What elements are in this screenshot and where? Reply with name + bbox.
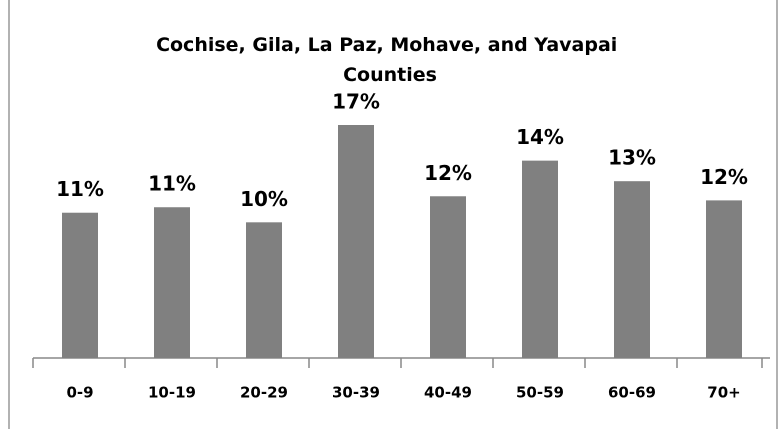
value-label: 11% <box>148 172 196 196</box>
x-tick-label: 10-19 <box>148 384 196 402</box>
x-tick-label: 40-49 <box>424 384 472 402</box>
bar <box>246 222 282 358</box>
value-label: 14% <box>516 125 564 149</box>
bar <box>614 181 650 358</box>
x-tick-label: 20-29 <box>240 384 288 402</box>
bar <box>706 200 742 358</box>
x-tick-label: 0-9 <box>66 384 93 402</box>
x-tick-label: 30-39 <box>332 384 380 402</box>
value-label: 11% <box>56 177 104 201</box>
x-tick-label: 50-59 <box>516 384 564 402</box>
bar <box>522 160 558 358</box>
value-label: 17% <box>332 90 380 114</box>
value-label: 12% <box>700 165 748 189</box>
value-label: 12% <box>424 161 472 185</box>
value-label: 13% <box>608 146 656 170</box>
title-line: Cochise, Gila, La Paz, Mohave, and Yavap… <box>156 34 617 56</box>
x-tick-label: 60-69 <box>608 384 656 402</box>
bar <box>338 125 374 358</box>
title-line: Counties <box>343 64 437 86</box>
bar <box>154 207 190 358</box>
value-label: 10% <box>240 187 288 211</box>
chart-title: Cochise, Gila, La Paz, Mohave, and Yavap… <box>156 34 624 86</box>
bar <box>430 196 466 358</box>
bar <box>62 212 98 358</box>
x-tick-label: 70+ <box>707 384 740 402</box>
